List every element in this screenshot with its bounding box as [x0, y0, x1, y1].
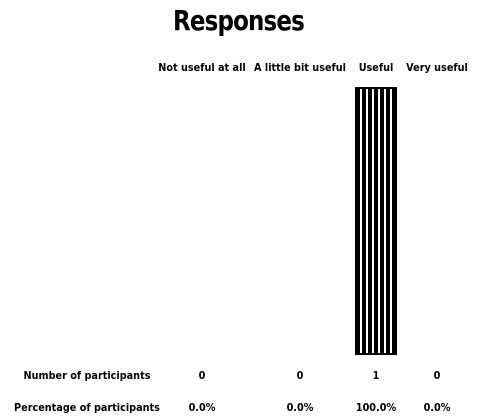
percent-useful: 100.0%	[355, 401, 397, 414]
row-label-number-of-participants: Number of participants	[23, 369, 151, 382]
percent-not-useful: 0.0%	[188, 401, 216, 414]
percent-very-useful: 0.0%	[423, 401, 451, 414]
category-label-little-useful: A little bit useful	[254, 61, 346, 74]
count-little-useful: 0	[296, 369, 304, 382]
row-label-percentage-of-participants: Percentage of participants	[14, 401, 160, 414]
count-very-useful: 0	[433, 369, 441, 382]
category-label-very-useful: Very useful	[406, 61, 468, 74]
category-label-not-useful: Not useful at all	[158, 61, 246, 74]
chart-title: Responses	[172, 4, 305, 37]
count-not-useful: 0	[198, 369, 206, 382]
count-useful: 1	[372, 369, 380, 382]
category-label-useful: Useful	[358, 61, 394, 74]
bar-useful	[355, 87, 397, 355]
percent-little-useful: 0.0%	[286, 401, 314, 414]
